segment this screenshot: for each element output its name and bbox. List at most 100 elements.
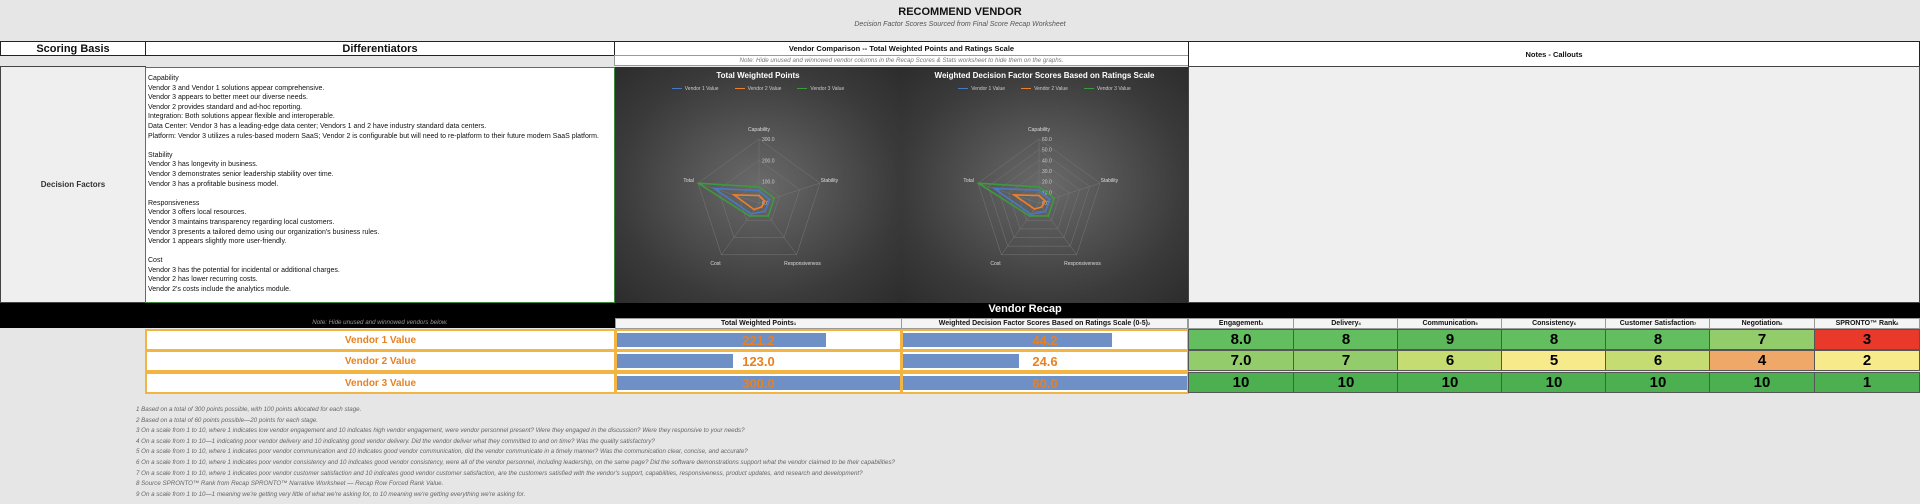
differentiators-header: Differentiators bbox=[145, 41, 615, 56]
axis-spoke bbox=[978, 182, 1040, 204]
recap-column-label: Weighted Decision Factor Scores Based on… bbox=[938, 320, 1148, 327]
tick-label: 50.0 bbox=[1042, 148, 1052, 154]
footnote: 2 Based on a total of 60 points possible… bbox=[136, 416, 318, 424]
chart-legend: Vendor 1 Value Vendor 2 Value Vendor 3 V… bbox=[901, 86, 1188, 92]
legend-label: Vendor 3 Value bbox=[810, 86, 845, 92]
tick-label: 0.0 bbox=[762, 201, 769, 207]
recap-bar-value: 221.2 bbox=[742, 332, 775, 348]
axis-label: Total bbox=[963, 178, 974, 184]
notes-callouts-area bbox=[1188, 66, 1920, 303]
recap-bar-value: 24.6 bbox=[1032, 353, 1058, 369]
recap-score-cell: 5 bbox=[1501, 350, 1607, 371]
data-point bbox=[763, 200, 766, 203]
data-point bbox=[1013, 193, 1015, 196]
grid-ring bbox=[988, 149, 1090, 247]
recap-column-header: Delivery 4 bbox=[1293, 318, 1399, 329]
footnote-ref: 8 bbox=[1780, 321, 1783, 326]
recap-score-cell: 7 bbox=[1709, 329, 1815, 350]
recap-column-label: Communication bbox=[1422, 320, 1476, 327]
recap-score-cell: 2 bbox=[1814, 350, 1920, 371]
recap-note: Note: Hide unused and winnowed vendors b… bbox=[312, 319, 448, 326]
radar-chart-weighted-scores: Weighted Decision Factor Scores Based on… bbox=[901, 67, 1188, 303]
legend-label: Vendor 2 Value bbox=[747, 86, 782, 92]
recap-score-cell: 7 bbox=[1293, 350, 1399, 371]
footnote-ref: 5 bbox=[1475, 321, 1478, 326]
series-line bbox=[731, 194, 766, 211]
data-point bbox=[1053, 197, 1056, 199]
data-point bbox=[733, 193, 735, 196]
tick-label: 300.0 bbox=[762, 137, 775, 143]
recap-score-cell: 3 bbox=[1814, 329, 1920, 350]
recap-bar-fill bbox=[617, 333, 826, 347]
legend-item: Vendor 1 Value bbox=[958, 86, 1005, 92]
grid-ring bbox=[1018, 181, 1060, 221]
grid-ring bbox=[1028, 191, 1050, 212]
data-point bbox=[753, 208, 756, 211]
recap-bar-fill bbox=[903, 354, 1020, 368]
data-point bbox=[773, 197, 776, 199]
radar-svg: Capability Stability Responsiveness Cost Tot… bbox=[683, 127, 839, 267]
recap-column-header: Consistency 6 bbox=[1501, 318, 1607, 329]
recap-bar-cell: 123.0 bbox=[615, 350, 902, 372]
axis-label: Total bbox=[683, 178, 694, 184]
data-point bbox=[1028, 215, 1031, 217]
chart-title: Total Weighted Points bbox=[716, 71, 800, 80]
recap-score-cell: 9 bbox=[1397, 329, 1503, 350]
data-point bbox=[993, 187, 996, 190]
axis-label: Capability bbox=[1028, 127, 1050, 133]
tick-label: 30.0 bbox=[1042, 169, 1052, 175]
tick-label: 100.0 bbox=[762, 180, 775, 186]
legend-label: Vendor 1 Value bbox=[684, 86, 719, 92]
recap-bar-cell: 221.2 bbox=[615, 329, 902, 351]
data-point bbox=[760, 205, 763, 208]
legend-label: Vendor 3 Value bbox=[1096, 86, 1131, 92]
recap-bar-value: 123.0 bbox=[742, 353, 775, 369]
recap-bar-value: 300.0 bbox=[742, 375, 775, 391]
data-point bbox=[1044, 200, 1046, 202]
recap-column-label: Consistency bbox=[1532, 320, 1574, 327]
footnote-ref: 6 bbox=[1573, 321, 1576, 326]
recap-bar-cell: 44.2 bbox=[901, 329, 1189, 351]
data-point bbox=[1040, 205, 1043, 208]
tick-label: 0.0 bbox=[1042, 201, 1049, 207]
series-line bbox=[711, 187, 771, 215]
data-point bbox=[713, 187, 716, 190]
decision-factors-label: Decision Factors bbox=[0, 66, 146, 303]
recap-score-cell: 6 bbox=[1605, 350, 1711, 371]
series-line bbox=[977, 182, 1056, 217]
legend-item: Vendor 3 Value bbox=[797, 86, 844, 92]
recap-column-label: Delivery bbox=[1331, 320, 1359, 327]
recap-column-header: Weighted Decision Factor Scores Based on… bbox=[901, 318, 1188, 329]
comparison-note: Note: Hide unused and winnowed vendor co… bbox=[614, 55, 1189, 66]
recap-bar-fill bbox=[903, 376, 1187, 390]
recap-score-cell: 10 bbox=[1293, 372, 1399, 393]
data-point bbox=[1029, 213, 1032, 216]
recap-column-header: Engagement 3 bbox=[1188, 318, 1294, 329]
recap-bar-cell: 24.6 bbox=[901, 350, 1189, 372]
recap-column-header: SPRONTO™ Rank 8 bbox=[1814, 318, 1920, 329]
data-point bbox=[1047, 215, 1050, 217]
legend-item: Vendor 2 Value bbox=[734, 86, 782, 92]
data-point bbox=[768, 198, 771, 201]
recap-column-label: SPRONTO™ Rank bbox=[1835, 320, 1897, 327]
data-point bbox=[767, 215, 770, 217]
axis-spoke bbox=[1001, 202, 1040, 255]
recap-column-label: Customer Satisfaction bbox=[1619, 320, 1695, 327]
recap-bar-value: 60.0 bbox=[1032, 375, 1058, 391]
footnote: 8 Source SPRONTO™ Rank from Recap SPRONT… bbox=[136, 480, 444, 488]
recap-score-cell: 10 bbox=[1709, 372, 1815, 393]
recap-bar-fill bbox=[903, 333, 1113, 347]
axis-label: Stability bbox=[821, 178, 839, 184]
radar-svg: Capability Stability Responsiveness Cost Tot… bbox=[963, 127, 1118, 267]
footnote-ref: 8 bbox=[1896, 321, 1899, 326]
data-point bbox=[764, 210, 766, 213]
axis-label: Cost bbox=[990, 261, 1001, 267]
tick-label: 60.0 bbox=[1042, 137, 1052, 143]
footnote: 4 On a scale from 1 to 10—1 indicating p… bbox=[136, 437, 655, 445]
radar-chart-total-points: Total Weighted Points Vendor 1 Value Ven… bbox=[615, 67, 901, 303]
axis-spoke bbox=[698, 182, 760, 204]
footnote: 1 Based on a total of 300 points possibl… bbox=[136, 406, 362, 413]
tick-label: 40.0 bbox=[1042, 158, 1052, 164]
grid-ring bbox=[697, 138, 821, 256]
data-point bbox=[1033, 208, 1036, 210]
